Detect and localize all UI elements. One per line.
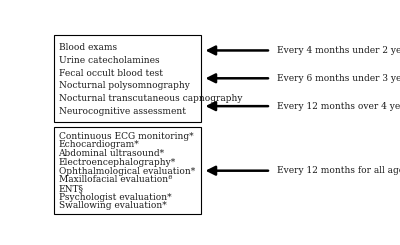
Text: Urine catecholamines: Urine catecholamines — [58, 56, 159, 65]
Text: Every 12 months for all ages: Every 12 months for all ages — [277, 166, 400, 175]
Text: Continuous ECG monitoring*: Continuous ECG monitoring* — [58, 132, 193, 141]
Text: Blood exams: Blood exams — [58, 43, 117, 52]
Text: Echocardiogram*: Echocardiogram* — [58, 140, 139, 149]
Text: Every 6 months under 3 years of age: Every 6 months under 3 years of age — [277, 74, 400, 83]
Text: Nocturnal polysomnography: Nocturnal polysomnography — [58, 81, 190, 90]
Text: Ophthalmological evaluation*: Ophthalmological evaluation* — [58, 167, 195, 176]
Text: Abdominal ultrasound*: Abdominal ultrasound* — [58, 149, 165, 158]
Text: ENT§: ENT§ — [58, 184, 84, 193]
Text: Every 12 months over 4 years of age: Every 12 months over 4 years of age — [277, 102, 400, 111]
Text: Every 4 months under 2 years of age: Every 4 months under 2 years of age — [277, 46, 400, 55]
Text: Fecal occult blood test: Fecal occult blood test — [58, 69, 162, 77]
Bar — [54, 127, 201, 214]
Text: Neurocognitive assessment: Neurocognitive assessment — [58, 107, 186, 116]
Text: Swallowing evaluation*: Swallowing evaluation* — [58, 201, 166, 210]
Bar — [54, 35, 201, 122]
Text: Electroencephalography*: Electroencephalography* — [58, 158, 176, 167]
Text: Psychologist evaluation*: Psychologist evaluation* — [58, 193, 171, 202]
Text: Nocturnal transcutaneous capnography: Nocturnal transcutaneous capnography — [58, 94, 242, 103]
Text: Maxillofacial evaluationª: Maxillofacial evaluationª — [58, 175, 172, 184]
